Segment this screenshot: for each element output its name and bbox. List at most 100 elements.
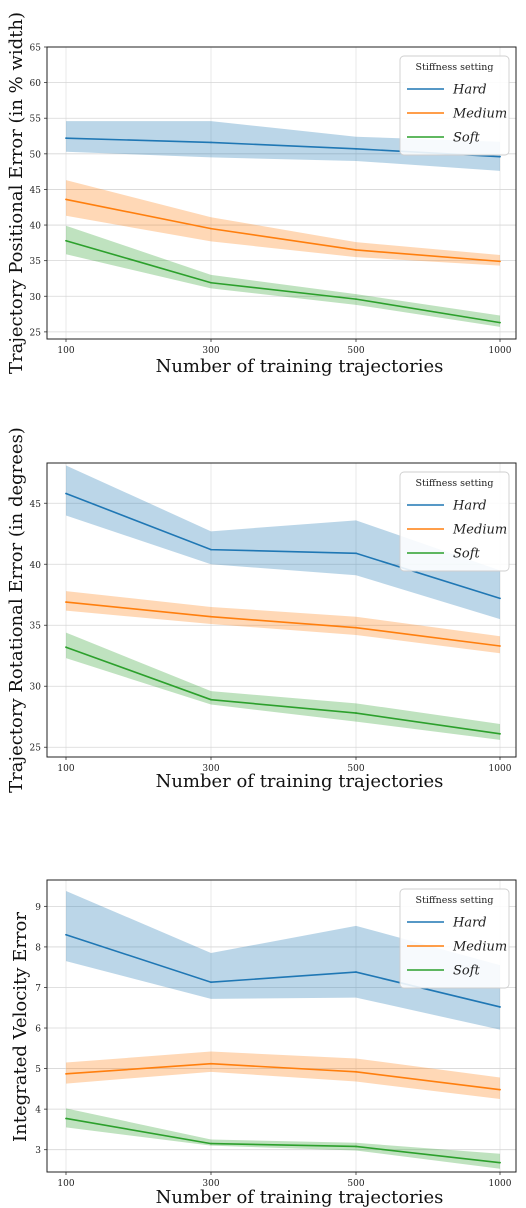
y-tick-label: 40	[30, 222, 42, 232]
legend-box	[399, 55, 510, 156]
point-hard	[499, 155, 501, 158]
point-soft	[210, 698, 212, 701]
point-medium	[499, 1088, 501, 1091]
point-hard	[499, 1006, 501, 1008]
line-soft	[65, 1117, 501, 1164]
plot-frame	[46, 879, 517, 1173]
x-tick-label: 500	[347, 346, 364, 356]
line-medium	[65, 198, 501, 263]
point-medium	[355, 626, 357, 629]
legend-title: Stiffness setting	[416, 895, 494, 906]
y-tick-label: 25	[30, 744, 42, 754]
point-hard	[355, 971, 357, 973]
point-medium	[355, 249, 357, 251]
legend-label-hard: Hard	[452, 916, 487, 931]
y-axis-label: Integrated Velocity Error	[10, 912, 31, 1142]
legend-label-medium: Medium	[452, 940, 507, 955]
y-tick-label: 45	[30, 186, 42, 196]
chart-panel-1: 100 300 500 1000 25 30 35 40 45 50 55 60 65 Number of…	[6, 12, 517, 377]
point-hard	[65, 933, 67, 936]
legend-label-medium: Medium	[452, 523, 507, 538]
point-soft	[65, 646, 67, 649]
chart-panel-3: 100 300 500 1000 3 4 5 6 7 8 9 Number of training t…	[10, 879, 517, 1208]
band-soft	[66, 225, 500, 327]
x-axis-label: Number of training trajectories	[156, 771, 444, 792]
point-soft	[499, 732, 501, 735]
y-tick-label: 65	[30, 44, 42, 54]
x-tick-label: 300	[202, 1179, 219, 1189]
y-tick-label: 5	[35, 1065, 41, 1075]
x-axis-label: Number of training trajectories	[156, 1187, 444, 1208]
point-medium	[355, 1070, 357, 1073]
point-hard	[499, 597, 501, 600]
point-medium	[210, 1062, 212, 1065]
y-tick-label: 6	[35, 1025, 41, 1035]
point-soft	[499, 1161, 501, 1164]
x-tick-label: 1000	[489, 346, 512, 356]
point-soft	[210, 1142, 212, 1145]
chart-panel-2: 100 300 500 1000 25 30 35 40 45 Number of trainin…	[6, 427, 517, 793]
legend-label-hard: Hard	[452, 499, 487, 514]
point-hard	[210, 141, 212, 144]
point-medium	[65, 1072, 67, 1075]
point-medium	[499, 260, 501, 263]
y-tick-label: 40	[30, 561, 42, 571]
point-soft	[355, 298, 357, 301]
point-soft	[355, 712, 357, 714]
line-soft	[65, 646, 501, 735]
y-tick-label: 60	[30, 79, 42, 89]
point-soft	[355, 1145, 357, 1148]
y-tick-label: 7	[35, 984, 41, 994]
y-axis-label: Trajectory Rotational Error (in degrees)	[6, 427, 27, 793]
point-medium	[210, 615, 212, 618]
legend-box	[399, 471, 510, 572]
band-hard	[66, 465, 500, 620]
y-tick-label: 35	[30, 622, 42, 632]
legend-title: Stiffness setting	[416, 478, 494, 489]
y-axis-label: Trajectory Positional Error (in % width)	[6, 12, 27, 374]
x-tick-label: 1000	[489, 764, 512, 774]
y-tick-label: 4	[35, 1106, 41, 1116]
y-tick-label: 55	[30, 115, 42, 125]
point-medium	[65, 198, 67, 201]
point-soft	[210, 281, 212, 284]
point-hard	[210, 548, 212, 551]
y-tick-label: 25	[30, 328, 42, 338]
x-tick-label: 100	[57, 764, 74, 774]
legend-label-soft: Soft	[453, 964, 481, 979]
x-tick-label: 1000	[489, 1179, 512, 1189]
point-hard	[355, 552, 357, 555]
point-hard	[65, 492, 67, 495]
band-hard	[66, 890, 500, 1030]
point-soft	[65, 239, 67, 242]
band-soft	[66, 632, 500, 740]
line-hard	[65, 492, 501, 600]
y-tick-label: 45	[30, 500, 42, 510]
plot-frame	[46, 46, 517, 340]
y-tick-label: 8	[35, 943, 41, 953]
point-hard	[210, 981, 212, 984]
legend-box	[399, 888, 510, 989]
y-tick-label: 30	[30, 683, 42, 693]
legend-label-medium: Medium	[452, 107, 507, 122]
line-medium	[65, 1062, 501, 1091]
legend-label-soft: Soft	[453, 131, 481, 146]
y-tick-label: 30	[30, 293, 42, 303]
point-hard	[65, 137, 67, 140]
line-soft	[65, 239, 501, 324]
point-medium	[65, 601, 67, 603]
x-tick-label: 500	[347, 764, 364, 774]
band-medium	[66, 180, 500, 266]
point-hard	[355, 147, 357, 150]
legend-label-soft: Soft	[453, 547, 481, 562]
x-axis-label: Number of training trajectories	[156, 356, 444, 377]
legend-title: Stiffness setting	[416, 62, 494, 73]
line-hard	[65, 933, 501, 1008]
band-soft	[66, 1108, 500, 1169]
line-medium	[65, 601, 501, 647]
x-tick-label: 100	[57, 346, 74, 356]
point-medium	[210, 227, 212, 230]
band-medium	[66, 1051, 500, 1099]
x-tick-label: 100	[57, 1179, 74, 1189]
